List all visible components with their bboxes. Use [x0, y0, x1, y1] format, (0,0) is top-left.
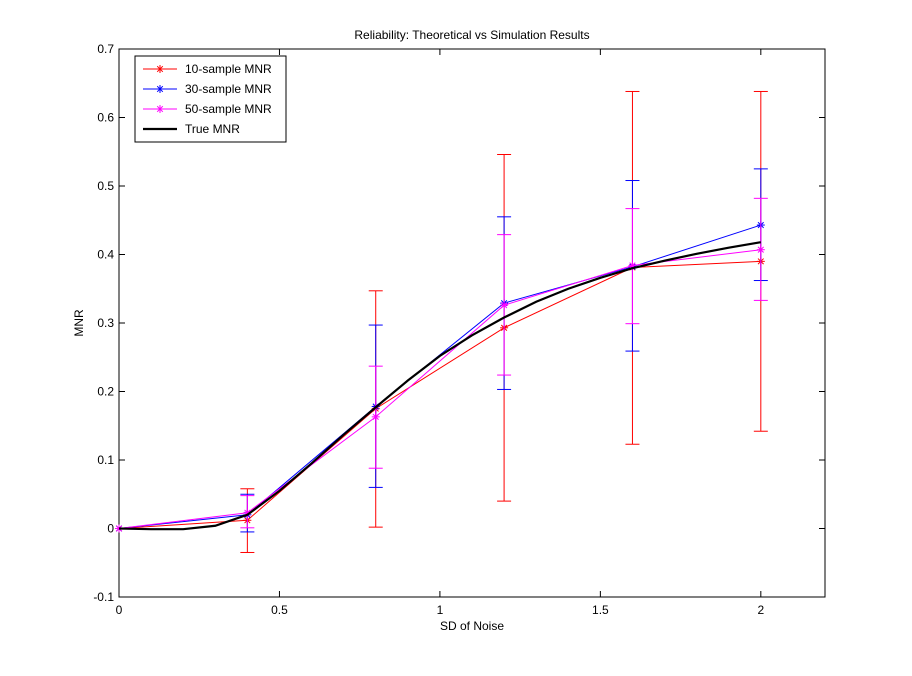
legend-entry: 10-sample MNR — [143, 62, 272, 76]
y-tick-label: 0.2 — [97, 385, 114, 399]
series-layer — [115, 90, 768, 553]
data-point — [500, 301, 509, 310]
x-tick-label: 2 — [757, 603, 764, 617]
legend-label: 10-sample MNR — [185, 62, 272, 76]
series-line — [118, 241, 762, 531]
legend-marker — [156, 105, 164, 113]
x-tick-label: 1 — [437, 603, 444, 617]
legend-entry: 30-sample MNR — [143, 82, 272, 96]
y-tick-label: 0.1 — [97, 453, 114, 467]
x-tick-label: 0.5 — [271, 603, 288, 617]
y-tick-label: 0.5 — [97, 179, 114, 193]
legend-label: 30-sample MNR — [185, 82, 272, 96]
x-tick-label: 1.5 — [592, 603, 609, 617]
data-point — [371, 412, 380, 421]
y-tick-label: -0.1 — [93, 590, 114, 604]
y-tick-label: 0.4 — [97, 248, 114, 262]
y-tick-label: 0.7 — [97, 42, 114, 56]
legend-marker — [156, 85, 164, 93]
x-axis-label: SD of Noise — [440, 619, 504, 633]
legend-label: True MNR — [185, 122, 240, 136]
y-axis-label: MNR — [72, 309, 86, 337]
legend: 10-sample MNR 30-sample MNR 50-sample MNR T… — [134, 55, 287, 143]
y-tick-label: 0 — [107, 522, 114, 536]
legend-entry: 50-sample MNR — [143, 102, 272, 116]
y-tick-label: 0.6 — [97, 111, 114, 125]
legend-label: 50-sample MNR — [185, 102, 272, 116]
chart-title: Reliability: Theoretical vs Simulation R… — [354, 28, 589, 42]
legend-marker — [156, 65, 164, 73]
y-tick-label: 0.3 — [97, 316, 114, 330]
legend-entry: True MNR — [143, 122, 240, 136]
series-true-mnr — [118, 241, 762, 531]
x-tick-label: 0 — [116, 603, 123, 617]
data-point — [756, 245, 765, 254]
